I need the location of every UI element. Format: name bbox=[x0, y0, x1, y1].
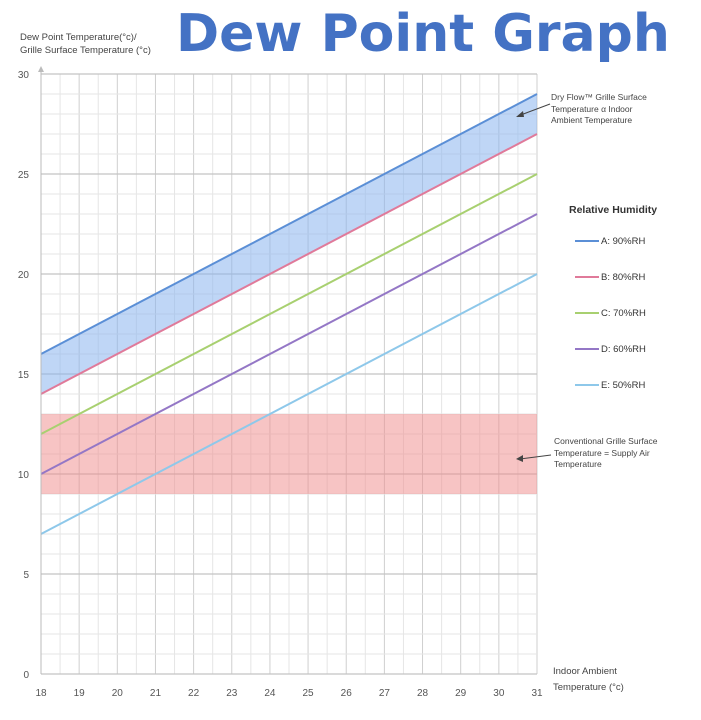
x-tick-label: 29 bbox=[455, 688, 467, 699]
legend-item-d: D: 60%RH bbox=[553, 342, 693, 356]
y-tick-label: 5 bbox=[23, 570, 29, 581]
legend: Relative Humidity A: 90%RH B: 80%RH C: 7… bbox=[553, 204, 693, 414]
y-tick-label: 30 bbox=[18, 70, 30, 81]
x-axis-label-line-2: Temperature (°c) bbox=[553, 682, 624, 693]
x-tick-label: 18 bbox=[35, 688, 47, 699]
y-tick-label: 20 bbox=[18, 270, 30, 281]
legend-label-e: E: 50%RH bbox=[601, 379, 646, 391]
legend-title: Relative Humidity bbox=[569, 204, 658, 216]
legend-item-a: A: 90%RH bbox=[553, 234, 693, 248]
x-tick-label: 20 bbox=[112, 688, 124, 699]
annotation-conventional-line-1: Conventional Grille Surface bbox=[554, 436, 658, 446]
x-tick-label: 21 bbox=[150, 688, 162, 699]
legend-swatch-c bbox=[575, 312, 599, 314]
legend-swatch-d bbox=[575, 348, 599, 350]
x-axis-label-line-1: Indoor Ambient bbox=[553, 666, 617, 677]
x-tick-label: 23 bbox=[226, 688, 238, 699]
series-line-a bbox=[40, 93, 538, 355]
legend-swatch-e bbox=[575, 384, 599, 386]
x-tick-label: 22 bbox=[188, 688, 200, 699]
series-line-e bbox=[40, 273, 538, 535]
x-tick-label: 26 bbox=[341, 688, 353, 699]
legend-item-b: B: 80%RH bbox=[553, 270, 693, 284]
y-tick-label: 25 bbox=[18, 170, 30, 181]
annotation-dry-flow-line-3: Ambient Temperature bbox=[551, 115, 633, 125]
legend-swatch-a bbox=[575, 240, 599, 242]
x-tick-label: 25 bbox=[303, 688, 315, 699]
x-tick-label: 24 bbox=[264, 688, 276, 699]
x-tick-label: 27 bbox=[379, 688, 391, 699]
legend-item-e: E: 50%RH bbox=[553, 378, 693, 392]
legend-swatch-b bbox=[575, 276, 599, 278]
annotation-dry-flow: Dry Flow™ Grille Surface Temperature α I… bbox=[551, 92, 676, 127]
x-tick-label: 19 bbox=[74, 688, 86, 699]
legend-label-a: A: 90%RH bbox=[601, 235, 646, 247]
annotation-conventional: Conventional Grille Surface Temperature … bbox=[554, 436, 694, 471]
annotation-arrowhead-mid bbox=[516, 455, 523, 462]
x-tick-label: 28 bbox=[417, 688, 429, 699]
series-line-c bbox=[40, 173, 538, 435]
series-line-d bbox=[40, 213, 538, 475]
y-axis-label-line-1: Dew Point Temperature(°c)/ bbox=[20, 32, 137, 43]
dry-flow-band bbox=[41, 94, 537, 394]
annotation-conventional-line-2: Temperature = Supply Air bbox=[554, 447, 650, 458]
x-tick-label: 31 bbox=[531, 688, 543, 699]
y-tick-label: 0 bbox=[23, 670, 29, 681]
x-axis-label: Indoor Ambient Temperature (°c) bbox=[553, 664, 624, 696]
legend-item-c: C: 70%RH bbox=[553, 306, 693, 320]
y-axis-label: Dew Point Temperature(°c)/ Grille Surfac… bbox=[20, 31, 151, 57]
y-axis-label-line-2: Grille Surface Temperature (°c) bbox=[20, 45, 151, 56]
y-tick-label: 10 bbox=[18, 470, 30, 481]
page-title: Dew Point Graph bbox=[176, 4, 670, 64]
annotation-arrowhead-top bbox=[516, 111, 524, 117]
y-tick-label: 15 bbox=[18, 370, 30, 381]
annotation-conventional-line-3: Temperature bbox=[554, 459, 602, 469]
legend-label-d: D: 60%RH bbox=[601, 343, 646, 355]
annotation-dry-flow-line-2: Temperature α Indoor bbox=[551, 103, 633, 114]
y-axis-arrow bbox=[38, 66, 44, 72]
annotation-dry-flow-line-1: Dry Flow™ Grille Surface bbox=[551, 92, 647, 102]
legend-label-c: C: 70%RH bbox=[601, 307, 646, 319]
conventional-band bbox=[41, 414, 537, 494]
annotation-arrow-mid bbox=[519, 454, 552, 460]
series-line-b bbox=[40, 133, 538, 395]
legend-label-b: B: 80%RH bbox=[601, 271, 646, 283]
x-tick-label: 30 bbox=[493, 688, 505, 699]
